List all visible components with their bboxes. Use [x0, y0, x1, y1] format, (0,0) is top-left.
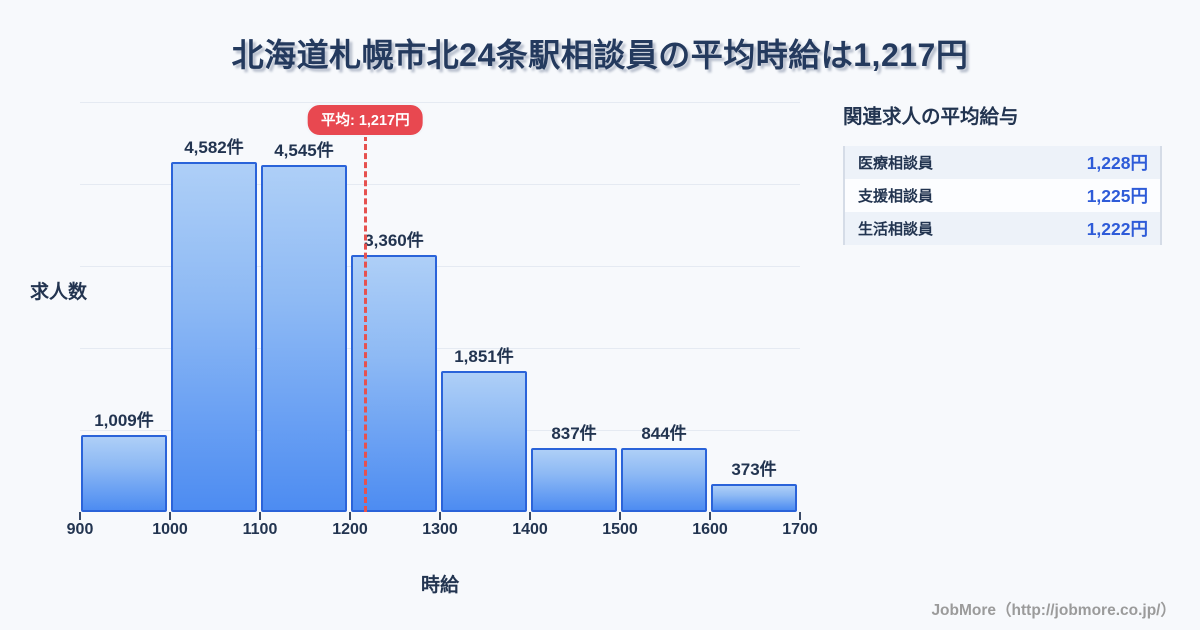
- x-tick-mark: [529, 512, 531, 520]
- bar-value-label: 4,545件: [274, 141, 334, 160]
- y-axis-label: 求人数: [30, 282, 88, 303]
- x-tick-mark: [439, 512, 441, 520]
- related-jobs-list: 医療相談員 1,228円支援相談員 1,225円生活相談員 1,222円: [843, 146, 1162, 245]
- gridline: [80, 429, 800, 431]
- x-tick-label: 1000: [152, 521, 188, 538]
- bar-value-label: 4,582件: [184, 138, 244, 157]
- histogram-bar: [171, 162, 257, 512]
- gridline: [80, 101, 800, 103]
- x-tick-label: 1600: [692, 521, 728, 538]
- page-title: 北海道札幌市北24条駅相談員の平均時給は1,217円: [231, 37, 969, 73]
- x-tick-mark: [349, 512, 351, 520]
- x-tick-label: 1300: [422, 521, 458, 538]
- related-jobs-panel-title: 関連求人の平均給与: [843, 106, 1019, 128]
- x-tick-mark: [619, 512, 621, 520]
- salary-row: 医療相談員 1,228円: [845, 146, 1160, 179]
- x-tick-label: 1700: [782, 521, 818, 538]
- average-wage-badge: 平均: 1,217円: [305, 103, 425, 137]
- x-axis-label: 時給: [420, 575, 459, 596]
- x-tick-label: 900: [66, 521, 94, 538]
- histogram-bar: [261, 165, 347, 512]
- histogram-bar: [621, 448, 707, 512]
- x-tick-label: 1200: [332, 521, 368, 538]
- salary-row-label: 生活相談員: [858, 221, 934, 238]
- histogram-bar: [81, 435, 167, 512]
- x-tick-mark: [79, 512, 81, 520]
- bar-value-label: 844件: [641, 424, 687, 443]
- histogram-bar: [711, 484, 797, 512]
- bar-value-label: 1,009件: [94, 411, 154, 430]
- salary-row: 支援相談員 1,225円: [845, 179, 1160, 212]
- plot-area: 1,009件 4,582件 4,545件 3,360件 1,851件 837件 844件 37…: [80, 101, 800, 512]
- x-tick-label: 1400: [512, 521, 548, 538]
- bar-value-label: 3,360件: [364, 231, 424, 250]
- bar-value-label: 373件: [731, 460, 777, 479]
- x-tick-mark: [799, 512, 801, 520]
- bar-value-label: 1,851件: [454, 347, 514, 366]
- salary-row-value: 1,228円: [1086, 153, 1148, 173]
- salary-row: 生活相談員 1,222円: [845, 212, 1160, 245]
- gridline: [80, 183, 800, 185]
- salary-row-value: 1,222円: [1086, 219, 1148, 239]
- x-tick-mark: [709, 512, 711, 520]
- x-tick-mark: [169, 512, 171, 520]
- footer-credit: JobMore（http://jobmore.co.jp/）: [931, 602, 1176, 619]
- salary-row-label: 支援相談員: [858, 188, 934, 205]
- average-line: [363, 135, 367, 512]
- x-tick-mark: [259, 512, 261, 520]
- histogram-bar: [441, 371, 527, 512]
- histogram-bar: [531, 448, 617, 512]
- x-tick-label: 1500: [602, 521, 638, 538]
- salary-row-value: 1,225円: [1086, 186, 1148, 206]
- gridline: [80, 265, 800, 267]
- gridline: [80, 347, 800, 349]
- salary-row-label: 医療相談員: [858, 155, 934, 172]
- x-tick-label: 1100: [242, 521, 278, 538]
- bar-value-label: 837件: [551, 424, 597, 443]
